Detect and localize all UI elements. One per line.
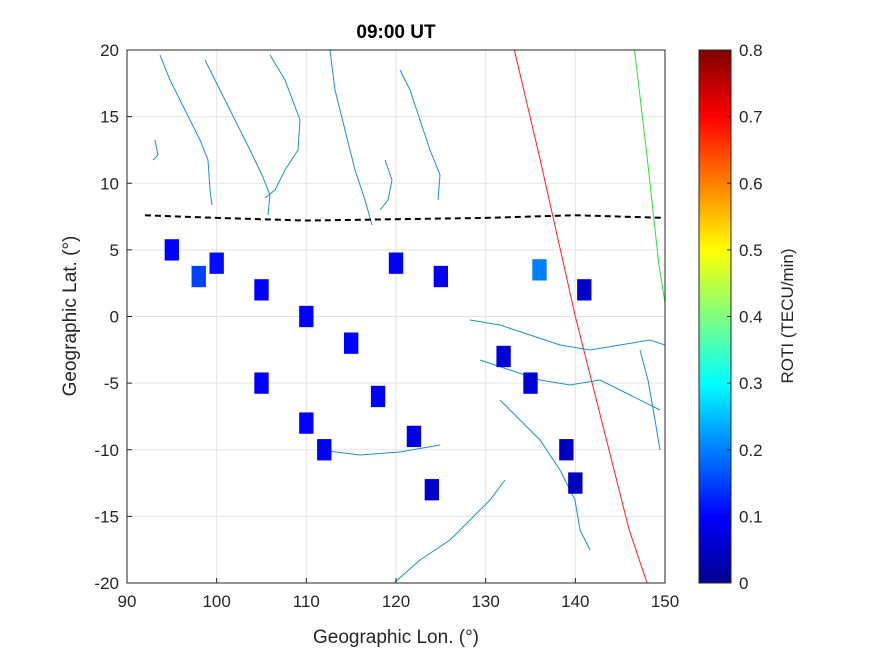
roti-cell xyxy=(532,259,547,281)
y-tick-label: 0 xyxy=(110,308,119,327)
roti-cell xyxy=(559,439,574,461)
x-tick-label: 120 xyxy=(382,592,410,611)
x-tick-label: 140 xyxy=(561,592,589,611)
y-tick-label: 5 xyxy=(110,241,119,260)
colorbar-ticks: 0 0.1 0.2 0.3 0.4 0.5 0.6 0.7 0.8 xyxy=(727,41,763,593)
overlay-lines xyxy=(144,50,665,583)
x-tick-label: 100 xyxy=(202,592,230,611)
x-axis-label: Geographic Lon. (°) xyxy=(313,627,479,648)
roti-cell xyxy=(299,305,314,328)
colorbar-tick-label: 0.5 xyxy=(739,241,763,260)
roti-cell xyxy=(523,372,538,394)
y-tick-label: -15 xyxy=(94,507,119,526)
y-tick-labels: 20 15 10 5 0 -5 -10 -15 -20 xyxy=(94,41,132,593)
roti-cell xyxy=(388,252,404,274)
roti-cell xyxy=(209,252,224,274)
y-tick-label: 20 xyxy=(100,41,119,60)
overlay-line xyxy=(634,50,665,304)
roti-cell xyxy=(164,239,180,261)
roti-cell xyxy=(568,472,583,494)
roti-cell xyxy=(406,425,422,448)
x-tick-label: 150 xyxy=(651,592,679,611)
colorbar-tick-label: 0 xyxy=(739,574,748,593)
colorbar-tick-label: 0.4 xyxy=(739,308,763,327)
roti-cell xyxy=(254,279,269,301)
y-tick-label: 10 xyxy=(100,174,119,193)
roti-cell xyxy=(433,265,449,288)
roti-cells xyxy=(164,239,592,501)
y-tick-label: -10 xyxy=(94,441,119,460)
x-tick-label: 110 xyxy=(293,592,320,611)
colorbar-tick-label: 0.7 xyxy=(739,108,763,127)
y-axis-label: Geographic Lat. (°) xyxy=(60,236,81,397)
x-tick-label: 90 xyxy=(118,592,137,611)
roti-cell xyxy=(343,332,359,354)
y-tick-label: -5 xyxy=(104,374,119,393)
colorbar-tick-label: 0.1 xyxy=(739,507,763,526)
colorbar-tick-label: 0.8 xyxy=(739,41,763,60)
x-tick-labels: 90 100 110 120 130 140 150 xyxy=(118,578,679,611)
y-tick-label: 15 xyxy=(100,108,119,127)
roti-cell xyxy=(424,479,440,501)
colorbar-tick-label: 0.2 xyxy=(739,441,763,460)
colorbar xyxy=(698,49,732,584)
x-tick-label: 130 xyxy=(471,592,499,611)
coastline-map xyxy=(152,50,665,583)
colorbar-tick-label: 0.6 xyxy=(739,174,763,193)
overlay-line xyxy=(513,50,648,583)
colorbar-label: ROTI (TECU/min) xyxy=(778,248,797,383)
roti-cell xyxy=(254,372,269,394)
y-tick-label: -20 xyxy=(94,574,119,593)
chart-title: 09:00 UT xyxy=(356,22,436,43)
colorbar-tick-label: 0.3 xyxy=(739,374,763,393)
roti-cell xyxy=(299,412,314,434)
roti-cell xyxy=(496,345,511,368)
roti-cell xyxy=(370,385,386,408)
roti-cell xyxy=(317,439,332,461)
roti-cell xyxy=(191,265,206,288)
magnetic-equator-line xyxy=(144,214,665,222)
roti-cell xyxy=(577,279,592,301)
